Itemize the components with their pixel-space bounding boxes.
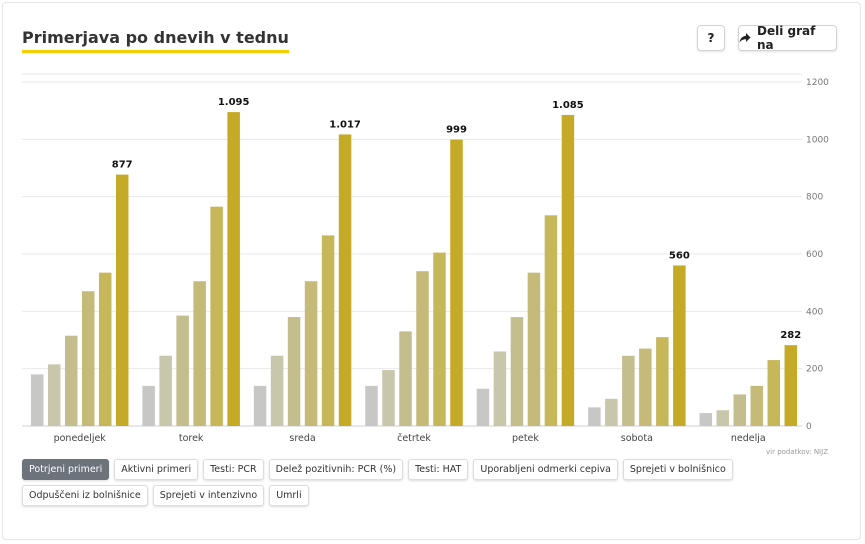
tab-odpuščeni-iz-bolnišnice[interactable]: Odpuščeni iz bolnišnice [22, 485, 148, 506]
bar [622, 355, 635, 426]
x-tick-label: torek [179, 433, 204, 444]
tab-potrjeni-primeri[interactable]: Potrjeni primeri [22, 459, 110, 480]
bar [399, 331, 412, 426]
help-button[interactable]: ? [697, 25, 725, 51]
bar [159, 355, 172, 426]
bar [193, 281, 206, 426]
tab-uporabljeni-odmerki-cepiva[interactable]: Uporabljeni odmerki cepiva [473, 459, 618, 480]
bar [605, 398, 618, 426]
bar [433, 252, 446, 426]
bar [673, 265, 686, 426]
x-tick-label: sobota [621, 433, 653, 444]
data-label: 999 [446, 125, 467, 136]
data-label: 877 [112, 160, 133, 171]
bar [142, 385, 155, 426]
share-arrow-icon [739, 33, 751, 43]
tab-testi-hat[interactable]: Testi: HAT [408, 459, 469, 480]
bar [382, 370, 395, 426]
x-tick-label: nedelja [731, 433, 766, 444]
bar [270, 355, 284, 426]
bar [450, 139, 463, 426]
share-button-label: Deli graf na [756, 24, 816, 52]
source-note: vir podatkov: NIJZ [766, 448, 828, 456]
bar [287, 317, 301, 426]
bar [656, 337, 669, 426]
bar [527, 272, 541, 426]
bar [544, 215, 558, 426]
data-label: 560 [669, 250, 690, 261]
y-tick-label: 400 [806, 307, 823, 317]
bar [699, 413, 713, 426]
data-label: 1.085 [552, 100, 584, 111]
y-tick-label: 200 [806, 365, 823, 375]
tab-delež-pozitivnih-pcr[interactable]: Delež pozitivnih: PCR (%) [268, 459, 404, 480]
x-tick-label: sreda [289, 433, 315, 444]
data-label: 1.095 [218, 97, 250, 108]
bar [365, 385, 378, 426]
bar [750, 385, 764, 426]
bar [561, 114, 575, 426]
data-label: 1.017 [329, 119, 361, 130]
bar [98, 272, 112, 426]
bar [476, 388, 490, 426]
bar [639, 348, 652, 426]
y-tick-label: 800 [806, 193, 823, 203]
bar [493, 351, 507, 426]
bar [733, 394, 747, 426]
bar [588, 407, 601, 426]
x-tick-label: petek [512, 433, 539, 444]
tab-sprejeti-v-intenzivno[interactable]: Sprejeti v intenzivno [152, 485, 265, 506]
y-tick-label: 600 [806, 250, 823, 260]
bar [767, 360, 781, 426]
tab-aktivni-primeri[interactable]: Aktivni primeri [114, 459, 199, 480]
bar [210, 206, 223, 426]
share-button[interactable]: Deli graf na [738, 24, 837, 52]
bar [304, 281, 318, 426]
bar [321, 235, 335, 426]
bar [416, 271, 429, 426]
y-tick-label: 1000 [806, 135, 829, 145]
bar [176, 315, 189, 426]
bar [716, 410, 730, 426]
tab-testi-pcr[interactable]: Testi: PCR [203, 459, 264, 480]
x-tick-label: četrtek [397, 433, 431, 444]
bar [47, 364, 61, 426]
y-tick-label: 1200 [806, 78, 829, 88]
bar [64, 335, 78, 426]
tab-sprejeti-v-bolnišnico[interactable]: Sprejeti v bolnišnico [622, 459, 733, 480]
y-tick-label: 0 [806, 422, 812, 432]
bar [30, 374, 44, 426]
bar [115, 174, 129, 426]
bar [253, 385, 267, 426]
bar [510, 317, 524, 426]
tab-umrli[interactable]: Umrli [269, 485, 309, 506]
bar [338, 134, 352, 426]
data-label: 282 [780, 330, 801, 341]
bar [81, 291, 95, 426]
chart-title: Primerjava po dnevih v tednu [22, 28, 289, 53]
bar [784, 345, 798, 426]
metric-tabs: Potrjeni primeri Aktivni primeri Testi: PC… [22, 459, 802, 506]
x-tick-label: ponedeljek [54, 433, 107, 444]
bar [227, 112, 240, 426]
